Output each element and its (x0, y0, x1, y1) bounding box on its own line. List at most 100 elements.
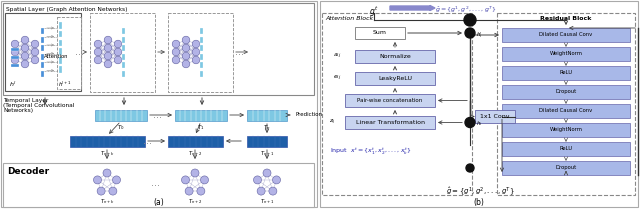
Bar (355, 72, 435, 85)
Bar (41, 37, 44, 42)
Text: Attention: Attention (44, 54, 68, 59)
Circle shape (197, 187, 205, 195)
Bar (122, 45, 125, 51)
Bar (11, 56, 19, 59)
FancyArrow shape (390, 5, 435, 10)
Text: ReLU: ReLU (559, 70, 573, 75)
Text: WeightNorm: WeightNorm (550, 51, 582, 56)
Text: Dilated Causal Conv: Dilated Causal Conv (540, 108, 593, 113)
Text: (b): (b) (474, 198, 484, 207)
Text: Dropout: Dropout (556, 166, 577, 171)
Bar (11, 64, 19, 66)
Text: Attention Block: Attention Block (325, 16, 373, 21)
Text: $a_{ij}$: $a_{ij}$ (333, 52, 341, 61)
Bar (355, 27, 405, 39)
Text: $h^{l+1}$: $h^{l+1}$ (58, 80, 72, 89)
Bar (41, 45, 44, 51)
Circle shape (31, 56, 39, 64)
Text: Residual Block: Residual Block (540, 16, 591, 21)
Bar (200, 62, 203, 68)
Text: $h_i'$: $h_i'$ (476, 30, 483, 40)
Circle shape (269, 187, 277, 195)
Bar (59, 22, 62, 28)
Bar (168, 13, 233, 92)
Circle shape (192, 56, 200, 64)
Circle shape (182, 60, 190, 68)
Text: (a): (a) (154, 198, 164, 207)
Text: ...: ... (236, 47, 244, 57)
Text: ...: ... (143, 136, 152, 146)
Text: $T_{n+k}$: $T_{n+k}$ (100, 149, 114, 158)
Bar (3, 3, 314, 95)
Bar (502, 123, 630, 137)
Bar (502, 161, 630, 175)
Circle shape (21, 36, 29, 44)
Text: Networks): Networks) (3, 108, 33, 113)
Bar (502, 28, 630, 42)
Circle shape (94, 40, 102, 48)
Bar (95, 110, 147, 121)
Circle shape (464, 14, 476, 26)
Text: WeightNorm: WeightNorm (550, 127, 582, 133)
Circle shape (93, 176, 102, 184)
Bar (475, 110, 515, 123)
Text: $T_{n+k}$: $T_{n+k}$ (100, 197, 114, 206)
Text: LeakyReLU: LeakyReLU (378, 76, 412, 81)
Text: $T_{n+2}$: $T_{n+2}$ (188, 149, 202, 158)
Circle shape (104, 36, 112, 44)
Bar (59, 40, 62, 46)
Circle shape (263, 169, 271, 177)
Text: $T_{n+2}$: $T_{n+2}$ (188, 197, 202, 206)
Text: $T_n$: $T_n$ (263, 123, 271, 132)
Circle shape (104, 60, 112, 68)
Circle shape (31, 48, 39, 56)
Circle shape (11, 56, 19, 64)
Circle shape (182, 52, 190, 60)
Text: $\hat{g} = \{g^1, g^2, ..., g^T\}$: $\hat{g} = \{g^1, g^2, ..., g^T\}$ (445, 185, 515, 198)
Text: $T_{n+1}$: $T_{n+1}$ (260, 197, 274, 206)
Bar (59, 31, 62, 37)
Text: 1x1 Conv: 1x1 Conv (480, 114, 509, 119)
Bar (497, 13, 635, 195)
Circle shape (182, 44, 190, 52)
Text: Linear Transformation: Linear Transformation (355, 120, 424, 125)
Text: Spatial Layer (Graph Attention Networks): Spatial Layer (Graph Attention Networks) (6, 7, 127, 12)
Circle shape (191, 169, 199, 177)
Text: $h^l$: $h^l$ (9, 80, 17, 89)
Bar (57, 17, 81, 89)
Bar (247, 110, 287, 121)
Circle shape (200, 176, 209, 184)
Text: $T_{n+1}$: $T_{n+1}$ (260, 149, 274, 158)
Circle shape (94, 48, 102, 56)
Text: ReLU: ReLU (559, 147, 573, 152)
Text: ...: ... (76, 47, 84, 57)
Text: Pair-wise concatenation: Pair-wise concatenation (357, 98, 422, 103)
Circle shape (257, 187, 265, 195)
Circle shape (104, 44, 112, 52)
Text: $h_i$: $h_i$ (476, 120, 483, 128)
Bar (122, 54, 125, 60)
Bar (322, 13, 472, 195)
Text: $T_1$: $T_1$ (197, 123, 205, 132)
Text: Prediction: Prediction (295, 112, 322, 117)
Circle shape (114, 40, 122, 48)
Circle shape (103, 169, 111, 177)
Text: (Temporal Convolutional: (Temporal Convolutional (3, 103, 74, 108)
Bar (355, 50, 435, 63)
Bar (200, 28, 203, 34)
Bar (122, 70, 125, 76)
Circle shape (21, 52, 29, 60)
Text: Normalize: Normalize (379, 54, 411, 59)
Circle shape (253, 176, 262, 184)
Circle shape (113, 176, 120, 184)
Text: Dropout: Dropout (556, 89, 577, 94)
Circle shape (182, 36, 190, 44)
Bar (41, 28, 44, 34)
Circle shape (11, 48, 19, 56)
Circle shape (31, 40, 39, 48)
Bar (59, 48, 62, 55)
Bar (345, 94, 435, 107)
Text: $e_{ij}$: $e_{ij}$ (333, 74, 341, 83)
Circle shape (172, 40, 180, 48)
Circle shape (11, 40, 19, 48)
